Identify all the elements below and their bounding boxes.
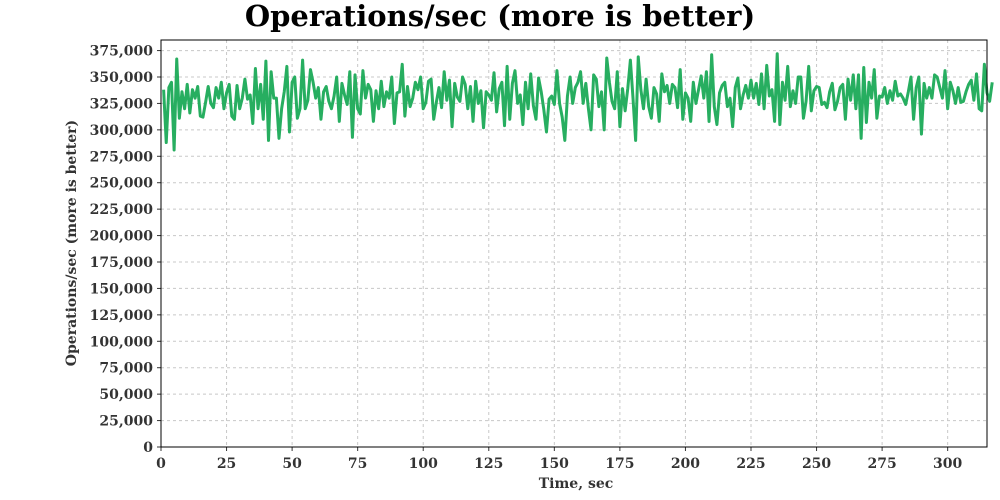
y-tick-label: 175,000 xyxy=(90,255,154,271)
y-tick-label: 275,000 xyxy=(90,149,154,165)
x-tick-label: 0 xyxy=(156,456,166,472)
y-tick-label: 75,000 xyxy=(99,361,153,377)
y-tick-label: 0 xyxy=(143,440,153,456)
x-tick-label: 225 xyxy=(736,456,765,472)
axis-ticks: 0 25,000 50,000 75,000 100,000 125,000 150,000… xyxy=(90,44,963,472)
x-tick-label: 275 xyxy=(867,456,896,472)
y-tick-label: 25,000 xyxy=(99,414,153,430)
y-tick-label: 100,000 xyxy=(90,334,154,350)
x-tick-label: 250 xyxy=(802,456,831,472)
y-tick-label: 200,000 xyxy=(90,229,154,245)
x-tick-label: 100 xyxy=(409,456,438,472)
y-tick-label: 375,000 xyxy=(90,44,154,60)
x-tick-label: 150 xyxy=(540,456,569,472)
x-tick-label: 200 xyxy=(671,456,700,472)
series-layer xyxy=(162,52,994,152)
x-tick-label: 75 xyxy=(348,456,367,472)
y-tick-label: 125,000 xyxy=(90,308,154,324)
chart-title: Operations/sec (more is better) xyxy=(244,0,756,33)
x-tick-label: 175 xyxy=(605,456,634,472)
plot-frame xyxy=(160,39,988,448)
y-tick-label: 325,000 xyxy=(90,96,154,112)
y-tick-label: 350,000 xyxy=(90,70,154,86)
x-axis-title: Time, sec xyxy=(539,476,614,492)
x-tick-label: 300 xyxy=(933,456,962,472)
y-tick-label: 250,000 xyxy=(90,176,154,192)
y-tick-label: 50,000 xyxy=(99,387,153,403)
x-tick-label: 50 xyxy=(282,456,302,472)
series-line xyxy=(162,52,994,152)
y-tick-label: 300,000 xyxy=(90,123,154,139)
x-tick-label: 125 xyxy=(474,456,503,472)
y-axis-title: Operations/sec (more is better) xyxy=(64,120,80,366)
y-tick-label: 225,000 xyxy=(90,202,154,218)
x-tick-label: 25 xyxy=(217,456,236,472)
y-tick-label: 150,000 xyxy=(90,281,154,297)
